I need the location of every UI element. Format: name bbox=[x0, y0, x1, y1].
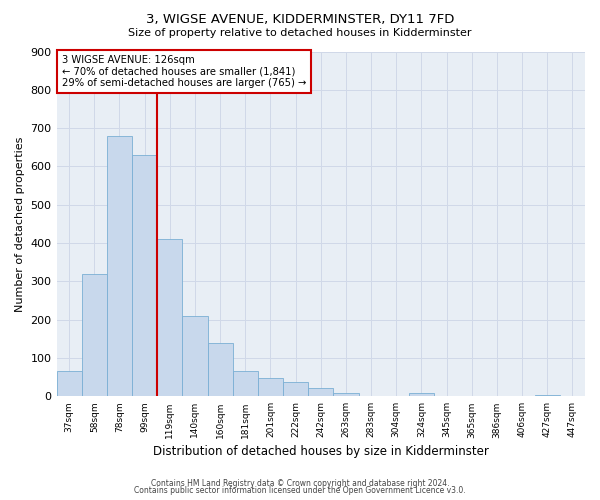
Bar bbox=[258, 378, 283, 396]
Text: Contains HM Land Registry data © Crown copyright and database right 2024.: Contains HM Land Registry data © Crown c… bbox=[151, 478, 449, 488]
Bar bbox=[132, 155, 157, 396]
Bar bbox=[409, 394, 434, 396]
Bar bbox=[182, 316, 208, 396]
X-axis label: Distribution of detached houses by size in Kidderminster: Distribution of detached houses by size … bbox=[153, 444, 489, 458]
Bar bbox=[535, 395, 560, 396]
Bar bbox=[157, 239, 182, 396]
Text: Contains public sector information licensed under the Open Government Licence v3: Contains public sector information licen… bbox=[134, 486, 466, 495]
Bar bbox=[334, 394, 359, 396]
Y-axis label: Number of detached properties: Number of detached properties bbox=[15, 136, 25, 312]
Bar bbox=[233, 372, 258, 396]
Bar bbox=[283, 382, 308, 396]
Bar bbox=[56, 372, 82, 396]
Bar bbox=[82, 274, 107, 396]
Text: 3 WIGSE AVENUE: 126sqm
← 70% of detached houses are smaller (1,841)
29% of semi-: 3 WIGSE AVENUE: 126sqm ← 70% of detached… bbox=[62, 55, 306, 88]
Text: 3, WIGSE AVENUE, KIDDERMINSTER, DY11 7FD: 3, WIGSE AVENUE, KIDDERMINSTER, DY11 7FD bbox=[146, 12, 454, 26]
Bar bbox=[107, 136, 132, 396]
Bar bbox=[308, 388, 334, 396]
Text: Size of property relative to detached houses in Kidderminster: Size of property relative to detached ho… bbox=[128, 28, 472, 38]
Bar bbox=[208, 342, 233, 396]
